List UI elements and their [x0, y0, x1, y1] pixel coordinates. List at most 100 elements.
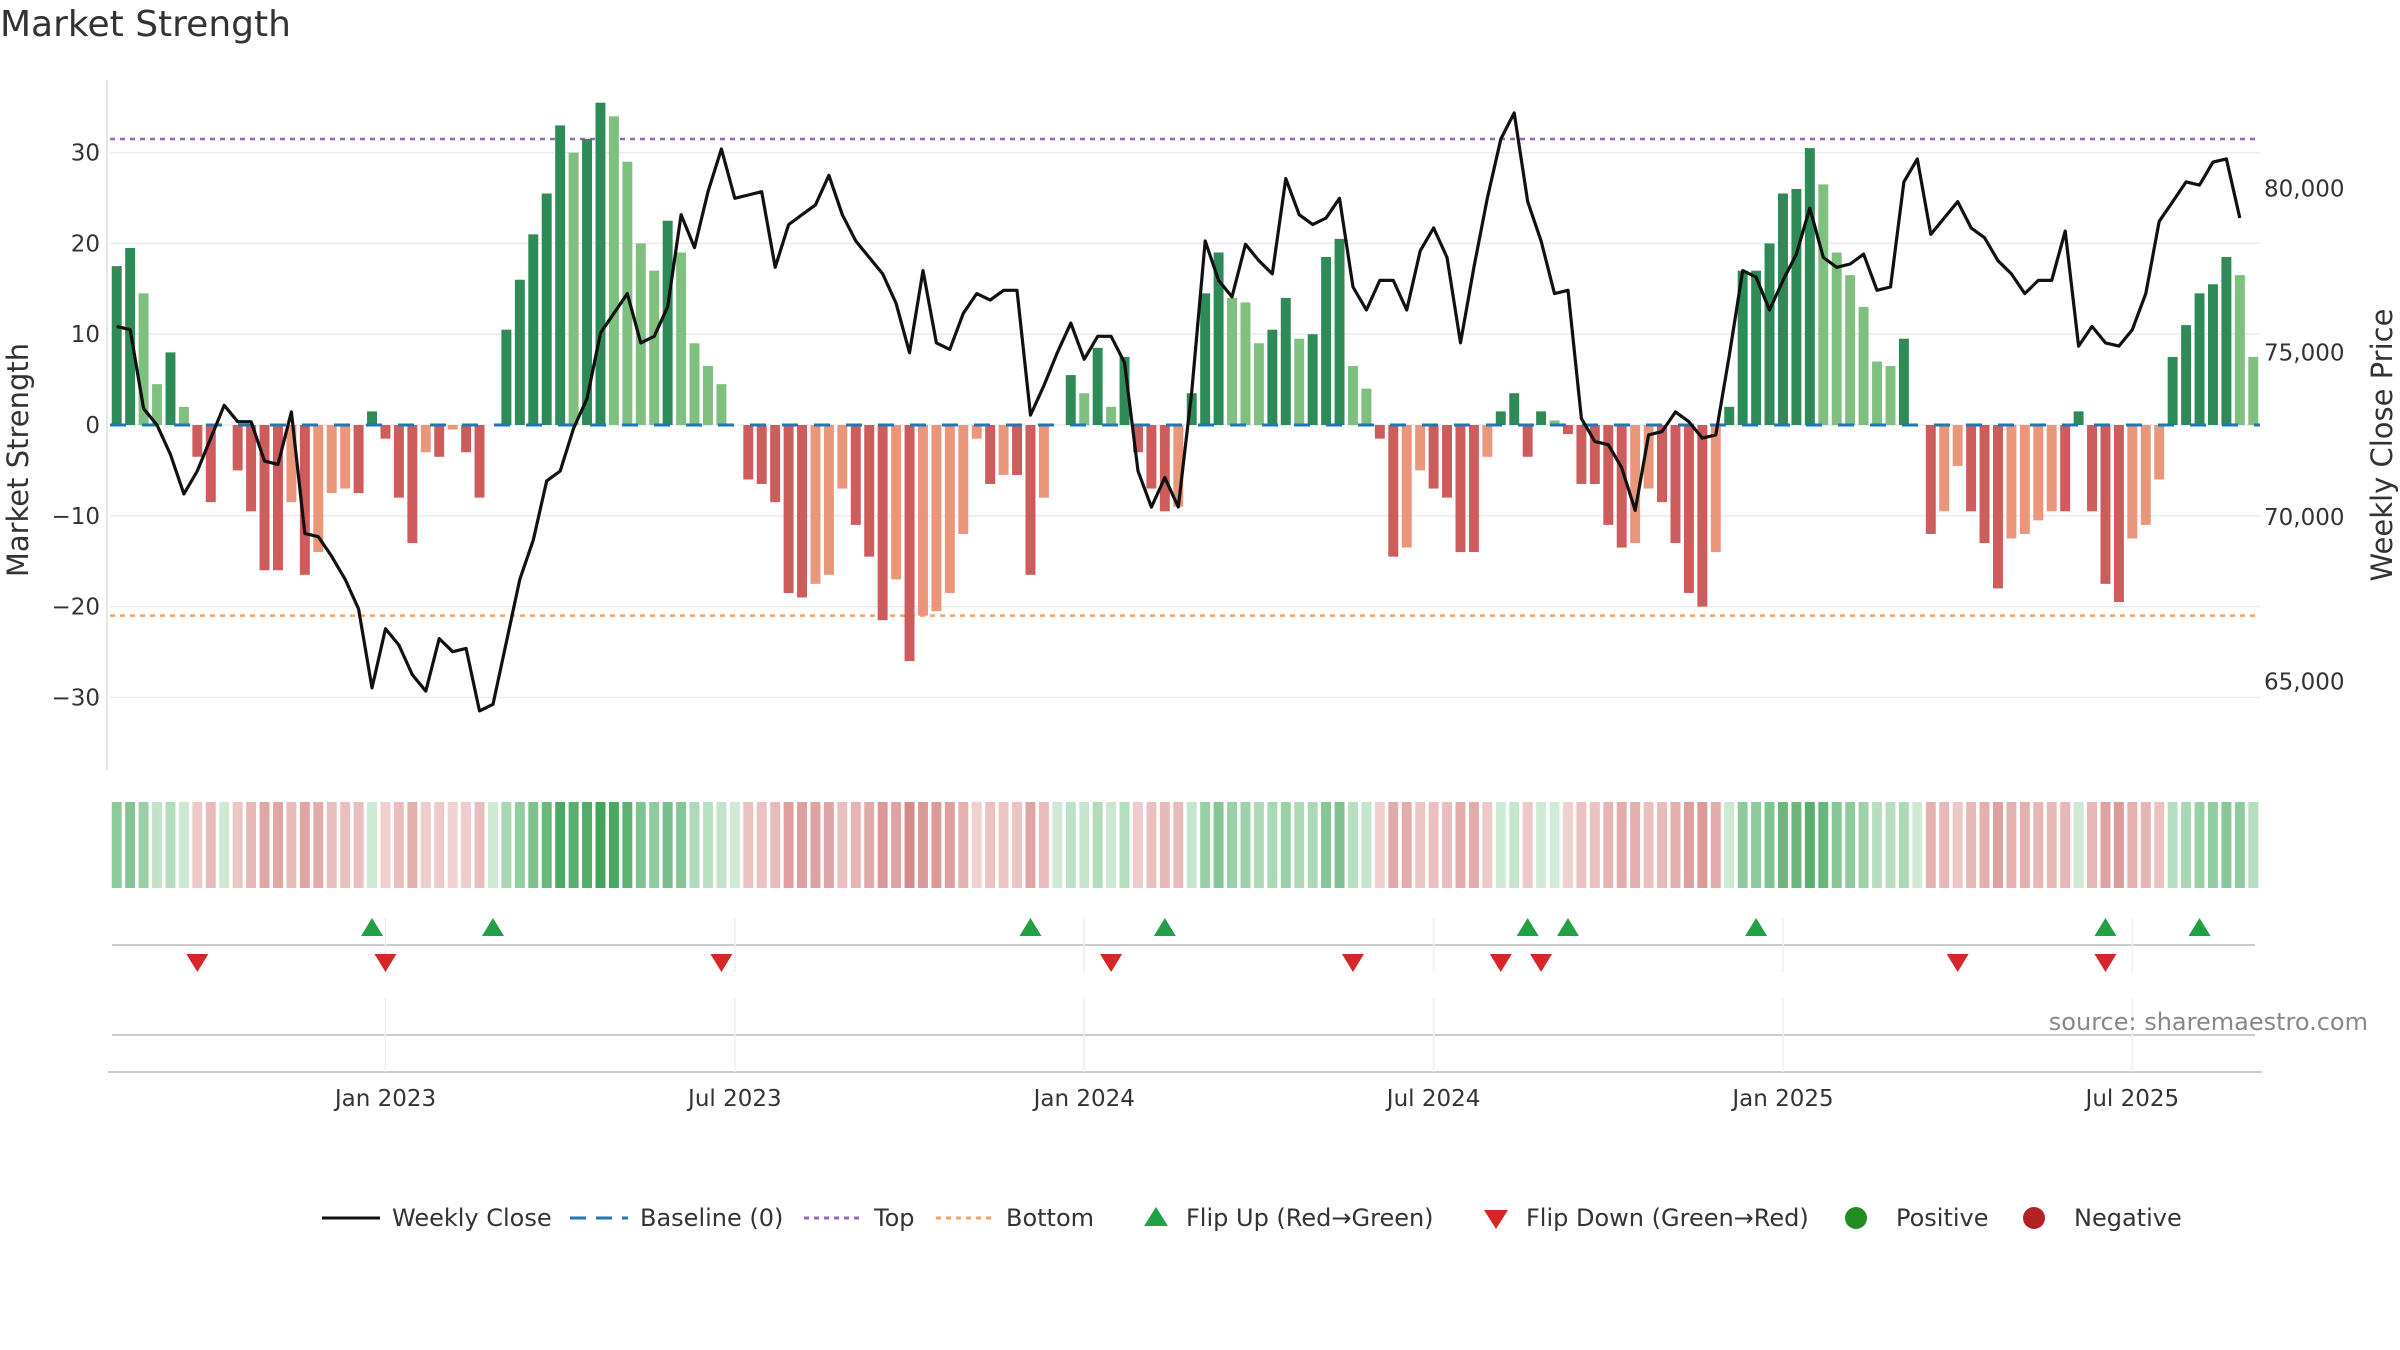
negative-bar: [326, 425, 337, 494]
positive-bar: [1791, 188, 1802, 425]
strength-cell: [1777, 802, 1788, 888]
positive-bar: [152, 384, 163, 425]
positive-bar: [1079, 393, 1090, 425]
y-tick-label: −20: [51, 595, 100, 621]
negative-bar: [380, 425, 391, 439]
negative-bar: [2154, 425, 2165, 480]
positive-bar: [1294, 338, 1305, 425]
positive-bar: [1280, 297, 1291, 425]
strength-cell: [1603, 802, 1614, 888]
negative-bar: [434, 425, 445, 457]
negative-bar: [2006, 425, 2017, 539]
positive-bar: [514, 279, 525, 425]
strength-cell: [326, 802, 337, 888]
flip-markers: [112, 918, 2255, 972]
strength-cell: [152, 802, 163, 888]
positive-bar: [1724, 406, 1735, 425]
positive-bar: [178, 406, 189, 425]
strength-cell: [1173, 802, 1184, 888]
negative-bar: [971, 425, 982, 439]
strength-cell: [340, 802, 351, 888]
strength-bars: [110, 102, 2260, 662]
x-tick-label: Jan 2023: [333, 1086, 436, 1112]
positive-bar: [1065, 375, 1076, 425]
strength-cell: [837, 802, 848, 888]
strength-cell: [1791, 802, 1802, 888]
weekly-close-line: [116, 111, 2242, 713]
strength-cell: [756, 802, 767, 888]
strength-cell: [353, 802, 364, 888]
strength-cell: [138, 802, 149, 888]
positive-bar: [1764, 243, 1775, 425]
negative-bar: [205, 425, 216, 503]
negative-bar: [1657, 425, 1668, 503]
strength-cell: [2019, 802, 2030, 888]
positive-bar: [165, 352, 176, 425]
negative-bar: [1442, 425, 1453, 498]
positive-bar: [1509, 393, 1520, 425]
y-tick-label: 20: [71, 231, 100, 257]
strength-cell: [1227, 802, 1238, 888]
strength-cell: [689, 802, 700, 888]
strength-cell: [2221, 802, 2232, 888]
flip-up-marker: [1745, 918, 1768, 936]
strength-cell: [1213, 802, 1224, 888]
negative-bar: [864, 425, 875, 557]
y-tick-label: −30: [51, 685, 100, 711]
strength-cell: [313, 802, 324, 888]
strength-cell: [2073, 802, 2084, 888]
strength-cell: [971, 802, 982, 888]
strength-cell: [461, 802, 472, 888]
strength-cell: [1106, 802, 1117, 888]
strength-cell: [1818, 802, 1829, 888]
positive-bar: [716, 384, 727, 425]
negative-bar: [1146, 425, 1157, 489]
strength-cell: [2060, 802, 2071, 888]
strength-cell: [1200, 802, 1211, 888]
positive-bar: [1536, 411, 1547, 425]
strength-cell: [998, 802, 1009, 888]
legend-top-label: Top: [873, 1204, 915, 1232]
strength-cell: [487, 802, 498, 888]
positive-bar: [595, 102, 606, 426]
positive-bar: [1347, 365, 1358, 425]
strength-cell: [1952, 802, 1963, 888]
x-tick-label: Jan 2025: [1730, 1086, 1833, 1112]
strength-cell: [2033, 802, 2044, 888]
y2-tick-label: 80,000: [2264, 176, 2344, 202]
strength-cell: [944, 802, 955, 888]
negative-bar: [1616, 425, 1627, 548]
legend-flip-up-label: Flip Up (Red→Green): [1186, 1204, 1434, 1232]
left-y-axis: 30 20 10 0 −10 −20 −30 Market Strength: [1, 141, 100, 712]
negative-bar: [286, 425, 297, 503]
flip-up-marker: [481, 918, 504, 936]
strength-cell: [1670, 802, 1681, 888]
positive-bar: [138, 293, 149, 425]
strength-cell: [1495, 802, 1506, 888]
strength-cell: [864, 802, 875, 888]
negative-bar: [1683, 425, 1694, 593]
negative-bar: [1992, 425, 2003, 589]
negative-bar: [2100, 425, 2111, 584]
strength-cell: [676, 802, 687, 888]
positive-bar: [1818, 184, 1829, 425]
positive-bar: [1831, 252, 1842, 425]
strength-cell: [474, 802, 485, 888]
strength-cell: [125, 802, 136, 888]
negative-bar: [1428, 425, 1439, 489]
positive-bar: [501, 329, 512, 425]
y2-tick-label: 70,000: [2264, 505, 2344, 531]
x-tick-label: Jul 2025: [2084, 1086, 2180, 1112]
strength-cell: [1885, 802, 1896, 888]
strength-cell: [165, 802, 176, 888]
strength-cell: [1132, 802, 1143, 888]
strength-cell: [1052, 802, 1063, 888]
x-tick-label: Jul 2024: [1385, 1086, 1481, 1112]
strength-cell: [2140, 802, 2151, 888]
strength-cell: [568, 802, 579, 888]
negative-bar: [2046, 425, 2057, 512]
negative-bar: [837, 425, 848, 489]
positive-bar: [702, 365, 713, 425]
strength-cell: [1710, 802, 1721, 888]
flip-down-marker: [2094, 954, 2117, 972]
